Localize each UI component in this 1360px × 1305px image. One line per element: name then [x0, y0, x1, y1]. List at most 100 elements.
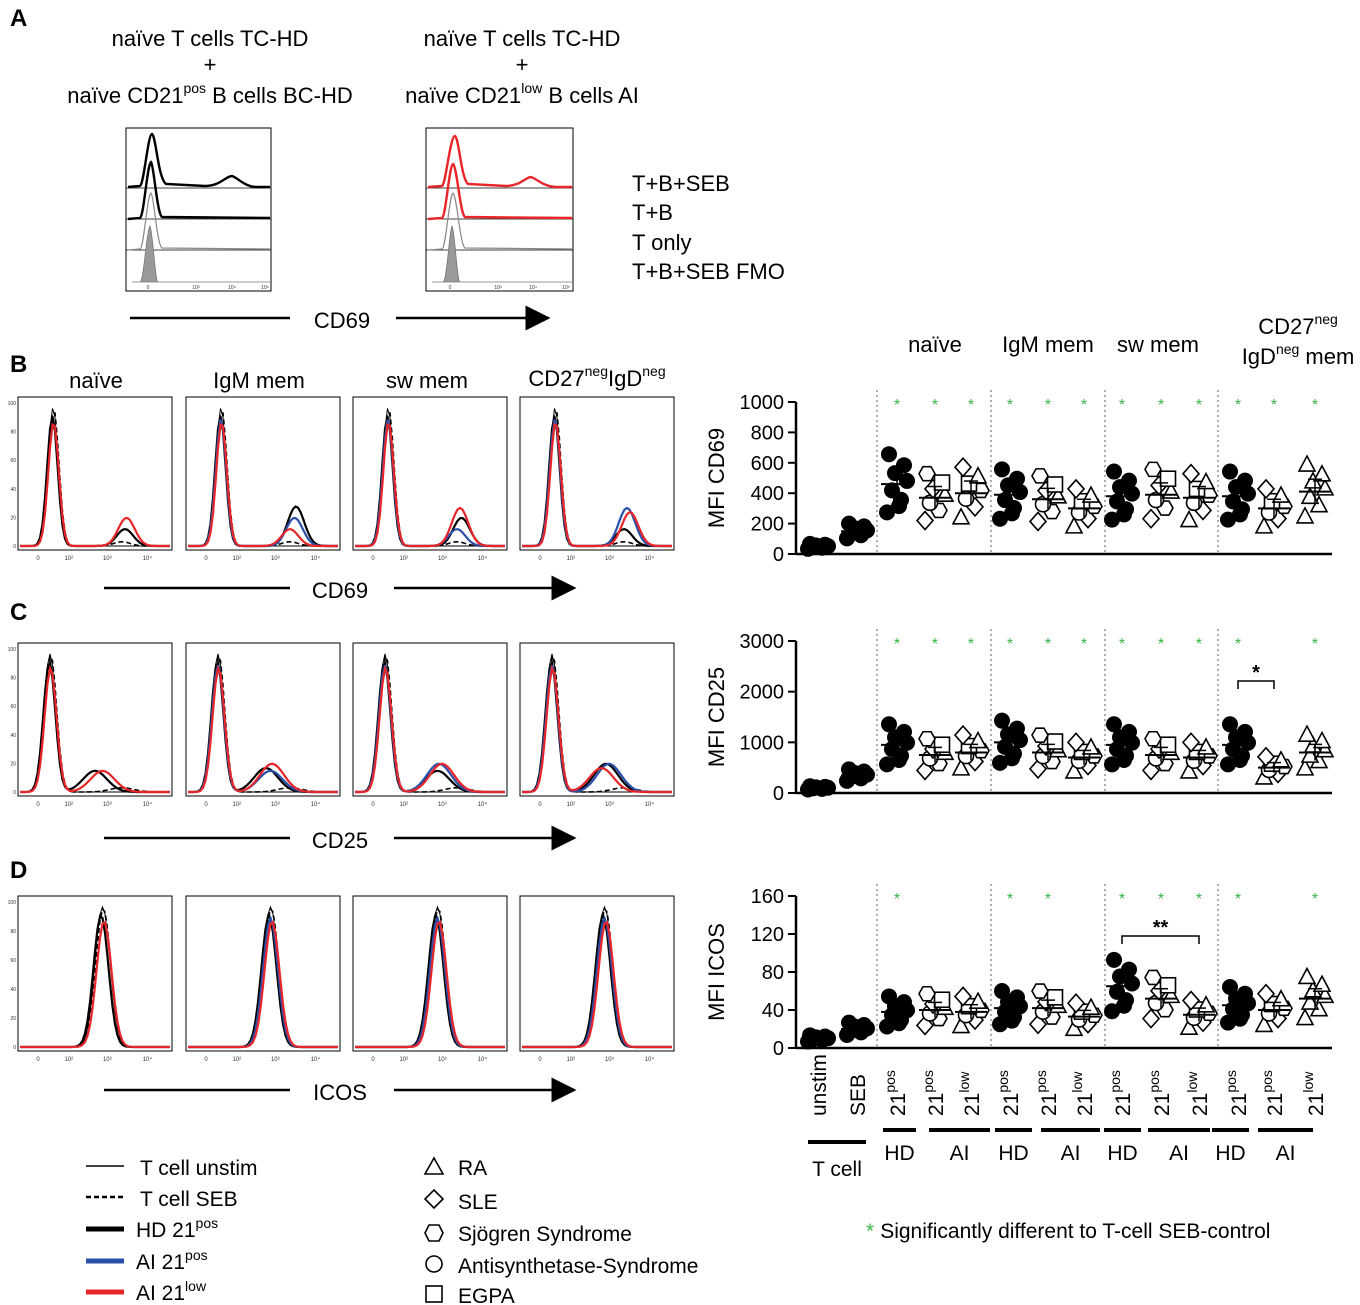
panel-label-c: C: [10, 599, 27, 626]
column-header-igm: IgM mem: [1002, 332, 1094, 357]
column-header-dn-line1: CD27neg: [1258, 311, 1338, 339]
histogram-tick: 10⁴: [478, 801, 488, 808]
data-point: [896, 457, 912, 474]
data-point: [802, 778, 818, 795]
data-point: [1064, 761, 1084, 779]
histogram-tick: 10⁴: [143, 801, 153, 808]
histogram-ytick: 40: [10, 733, 16, 739]
histogram-series: [188, 664, 338, 794]
y-tick-label: 160: [751, 886, 784, 908]
data-point: [953, 724, 973, 746]
data-point: [1046, 989, 1064, 1006]
t-b-seb-histogram: [127, 132, 270, 189]
histogram-ytick: 40: [10, 987, 16, 993]
histogram-tick: 10²: [566, 802, 575, 808]
histogram-tick: 10⁴: [143, 1056, 153, 1063]
group-label: AI: [1276, 1142, 1296, 1165]
significance-star: *: [1158, 891, 1164, 908]
data-point: [1237, 985, 1253, 1002]
data-point: [994, 983, 1010, 1000]
circle-icon: [425, 1255, 443, 1273]
data-point: [1222, 463, 1238, 480]
data-point: [1147, 491, 1165, 509]
data-point: [1124, 975, 1140, 992]
significance-star: *: [866, 1220, 874, 1243]
panel-a-legend-item: T+B: [632, 200, 673, 225]
legend-label: EGPA: [458, 1285, 515, 1305]
histogram-tick: 10²: [399, 556, 408, 562]
legend-label: AI 21pos: [136, 1247, 208, 1274]
histograms-cd25: 0 10² 10³ 10⁴ 100 80 60 40 20 0 0 10² 10³ 10⁴ 0 10² 10³ 1…: [8, 642, 675, 808]
histogram-tick: 10³: [103, 802, 112, 808]
x-tick-label: 21pos: [1259, 1070, 1287, 1116]
x-tick-label: SEB: [847, 1074, 870, 1116]
histogram-tick: 10³: [271, 556, 280, 562]
group-label: T cell: [812, 1158, 862, 1181]
significance-star: *: [1045, 397, 1051, 414]
data-point: [1295, 1007, 1315, 1026]
histo-title-dn: CD27negIgDneg: [528, 363, 665, 391]
legend-label: SLE: [458, 1191, 498, 1214]
histogram-tick: 10³: [103, 1057, 112, 1063]
x-tick-label: 21pos: [1107, 1070, 1135, 1116]
y-tick-label: 1000: [740, 732, 785, 754]
histogram-tick: 0: [538, 1057, 542, 1063]
hexagon-icon: [424, 1224, 444, 1242]
data-point: [1109, 493, 1125, 510]
data-point: [1104, 511, 1120, 528]
data-point: [1141, 1008, 1161, 1029]
panel-label-d: D: [10, 857, 27, 884]
x-tick-label: 21pos: [995, 1070, 1023, 1116]
x-tick-label: 21low: [1069, 1071, 1097, 1116]
histogram-ytick: 20: [10, 1016, 16, 1022]
data-point: [881, 988, 897, 1005]
data-point: [1295, 506, 1315, 524]
y-tick-label: 400: [751, 483, 784, 505]
group-label: HD: [1107, 1142, 1137, 1165]
panel-b-axis-label: CD69: [312, 578, 368, 603]
data-point: [1031, 727, 1049, 743]
histogram-tick: 10³: [438, 1057, 447, 1063]
scatter-cd25: 0 1000 2000 3000 MFI CD25 * * * * * * * * * * * *: [704, 629, 1335, 805]
histogram-tick: 10³: [103, 556, 112, 562]
data-point: [896, 994, 912, 1011]
legend-label: T cell unstim: [140, 1157, 257, 1180]
triangle-icon: [423, 1156, 445, 1175]
data-point: [1104, 1003, 1120, 1020]
histogram-series: [20, 920, 170, 1049]
data-point: [879, 756, 895, 773]
y-axis-label: MFI CD69: [704, 428, 729, 528]
histograms-icos: 0 10² 10³ 10⁴ 100 80 60 40 20 0 0 10² 10³ 10⁴ 0 10² 10³ 1…: [8, 895, 675, 1063]
group-label: HD: [1215, 1142, 1245, 1165]
histogram-series: [355, 664, 505, 794]
panel-a-tick: 10⁵: [261, 285, 269, 291]
data-point: [1004, 750, 1020, 767]
histogram-tick: 10²: [232, 802, 241, 808]
significance-star: *: [1312, 636, 1318, 653]
data-point: [1144, 461, 1162, 478]
data-point: [933, 991, 951, 1009]
y-tick-label: 80: [762, 962, 784, 984]
histogram-tick: 10⁴: [311, 1056, 321, 1063]
data-point: [1271, 485, 1291, 503]
x-tick-label: 21pos: [1223, 1070, 1251, 1116]
significance-star: *: [1196, 891, 1202, 908]
data-point: [1181, 732, 1201, 753]
comparison-bracket: [1237, 680, 1275, 689]
histogram-tick: 0: [204, 556, 208, 562]
data-point: [1240, 485, 1256, 502]
y-tick-label: 0: [773, 1038, 784, 1060]
histogram-ytick: 80: [10, 929, 16, 935]
histogram-tick: 10³: [438, 556, 447, 562]
legend-label: Sjögren Syndrome: [458, 1223, 632, 1246]
histogram-series: [188, 422, 338, 548]
data-point: [1046, 476, 1064, 493]
panel-a-tick: 10³: [494, 285, 502, 291]
legend-label: AI 21low: [136, 1278, 207, 1305]
data-point: [918, 465, 936, 482]
column-header-naive: naïve: [908, 332, 962, 357]
data-point: [1009, 989, 1025, 1006]
data-point: [1254, 516, 1274, 534]
fmo-histogram: [432, 225, 572, 283]
